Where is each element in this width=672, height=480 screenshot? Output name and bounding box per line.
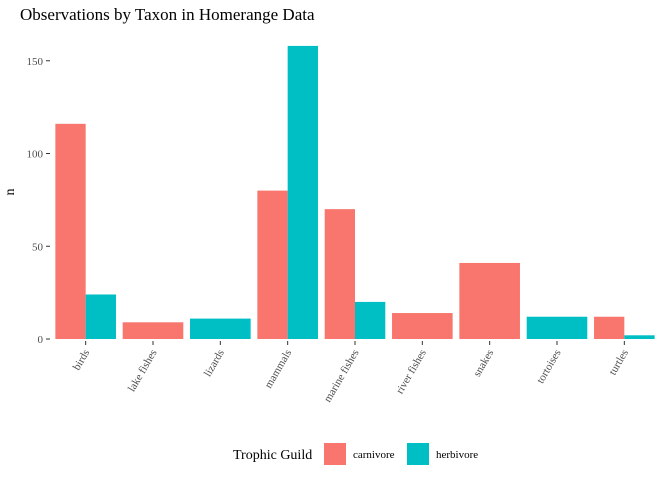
bar-carnivore-marine-fishes [324, 209, 355, 339]
legend-label-carnivore: carnivore [353, 449, 395, 461]
x-tick-label: river fishes [394, 348, 429, 397]
legend: Trophic Guild carnivore herbivore [233, 443, 478, 465]
x-tick-label: marine fishes [322, 348, 362, 405]
bar-carnivore-birds [55, 123, 86, 339]
bar-carnivore-mammals [257, 190, 288, 339]
x-axis: birds lake fishes lizards mammals marine fis… [71, 341, 631, 405]
y-tick-label: 0 [38, 334, 44, 346]
legend-label-herbivore: herbivore [436, 449, 478, 461]
bar-carnivore-river-fishes [392, 313, 453, 339]
y-tick-label: 100 [27, 149, 44, 161]
bar-herbivore-birds [85, 294, 116, 339]
x-tick-label: lake fishes [126, 348, 160, 394]
y-axis: 0 50 100 150 [27, 56, 50, 346]
bar-carnivore-snakes [459, 262, 520, 339]
bars [55, 45, 655, 339]
x-tick-label: tortoises [535, 348, 564, 386]
legend-key-herbivore [407, 443, 429, 465]
x-tick-label: lizards [202, 348, 227, 379]
x-tick-label: turtles [607, 348, 631, 378]
bar-carnivore-lake-fishes [122, 322, 184, 339]
legend-key-carnivore [324, 443, 346, 465]
y-axis-title: n [3, 189, 18, 196]
x-tick-label: birds [71, 348, 92, 373]
y-tick-label: 50 [32, 241, 44, 253]
bar-herbivore-tortoises [526, 316, 588, 339]
x-tick-label: snakes [471, 347, 496, 378]
chart-title: Observations by Taxon in Homerange Data [20, 5, 315, 24]
bar-herbivore-marine-fishes [355, 301, 386, 339]
bar-herbivore-turtles [624, 335, 655, 339]
y-tick-label: 150 [27, 56, 44, 68]
bar-herbivore-lizards [190, 318, 251, 339]
bar-carnivore-turtles [594, 316, 625, 339]
x-tick-label: mammals [262, 348, 294, 391]
bar-herbivore-mammals [287, 45, 318, 339]
legend-title: Trophic Guild [233, 448, 312, 463]
